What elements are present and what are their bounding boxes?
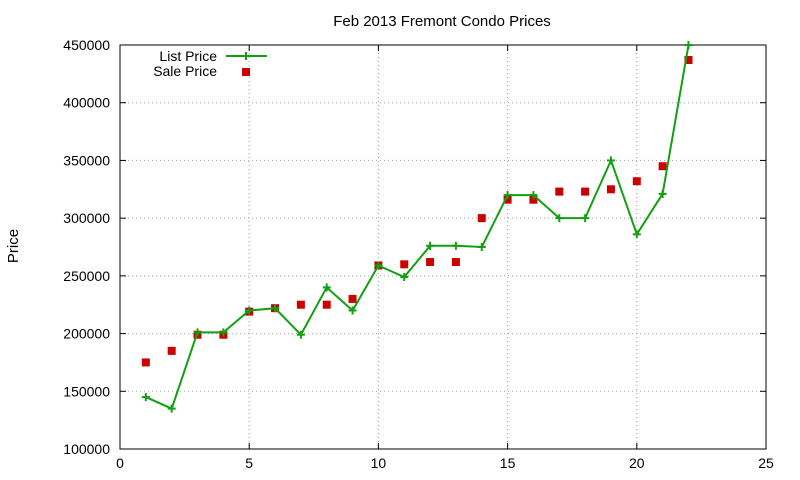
grid <box>120 45 766 449</box>
y-tick-label: 300000 <box>63 210 110 226</box>
sale-price-point <box>684 56 693 65</box>
list-price-point <box>141 393 150 402</box>
y-tick-label: 200000 <box>63 326 110 342</box>
sale-price-point <box>451 258 460 267</box>
legend-label-list-price: List Price <box>159 48 217 64</box>
sale-price-point <box>348 294 357 303</box>
plot-border <box>119 44 767 450</box>
sale-price-point <box>322 300 331 309</box>
sale-price-point <box>632 177 641 186</box>
y-tick-label: 100000 <box>63 441 110 457</box>
list-price-point <box>606 156 615 165</box>
axes: 0 5 10 15 20 25 100000 150000 200000 250000 300000… <box>63 37 774 471</box>
list-price-point <box>658 189 667 198</box>
list-price-point <box>374 261 383 270</box>
x-tick-label: 0 <box>116 455 124 471</box>
list-price-point <box>477 243 486 251</box>
x-tick-label: 15 <box>500 455 516 471</box>
sale-price-point <box>477 214 486 223</box>
list-price-point <box>322 283 331 292</box>
x-tick-label: 20 <box>629 455 645 471</box>
list-price-point <box>245 306 254 315</box>
sale-price-point <box>529 195 538 204</box>
list-price-point <box>581 214 590 223</box>
y-tick-label: 400000 <box>63 95 110 111</box>
list-price-point <box>271 304 280 313</box>
sale-price-point <box>606 185 615 194</box>
y-axis-label: Price <box>5 229 22 263</box>
list-price-point <box>219 328 228 337</box>
sale-price-point <box>400 260 409 269</box>
y-tick-label: 450000 <box>63 37 110 53</box>
list-price-point <box>167 404 176 413</box>
list-price-point <box>451 241 460 250</box>
y-tick-label: 150000 <box>63 383 110 399</box>
legend-marker-sale-price <box>242 68 250 76</box>
sale-price-point <box>581 187 590 196</box>
sale-price-point <box>296 300 305 309</box>
sale-price-point <box>426 258 435 267</box>
list-price-point <box>193 328 202 337</box>
sale-price-point <box>503 195 512 204</box>
list-price-point <box>555 214 564 223</box>
x-tick-label: 25 <box>758 455 774 471</box>
list-price-point <box>348 306 357 315</box>
list-price-line <box>145 44 690 410</box>
series <box>141 41 693 413</box>
sale-price-point <box>167 346 176 355</box>
sale-price-point <box>141 358 150 367</box>
list-price-point <box>426 241 435 250</box>
chart-title: Feb 2013 Fremont Condo Prices <box>333 13 551 30</box>
y-tick-label: 350000 <box>63 152 110 168</box>
list-price-point <box>296 330 305 339</box>
list-price-point <box>503 191 512 200</box>
list-price-point <box>632 230 641 239</box>
x-tick-label: 10 <box>371 455 387 471</box>
x-tick-label: 5 <box>245 455 253 471</box>
list-price-point <box>684 41 693 49</box>
list-price-point <box>529 191 538 200</box>
sale-price-point <box>555 187 564 196</box>
y-tick-label: 250000 <box>63 268 110 284</box>
sale-price-point <box>658 162 667 171</box>
list-price-point <box>400 273 409 282</box>
legend-label-sale-price: Sale Price <box>153 63 217 79</box>
